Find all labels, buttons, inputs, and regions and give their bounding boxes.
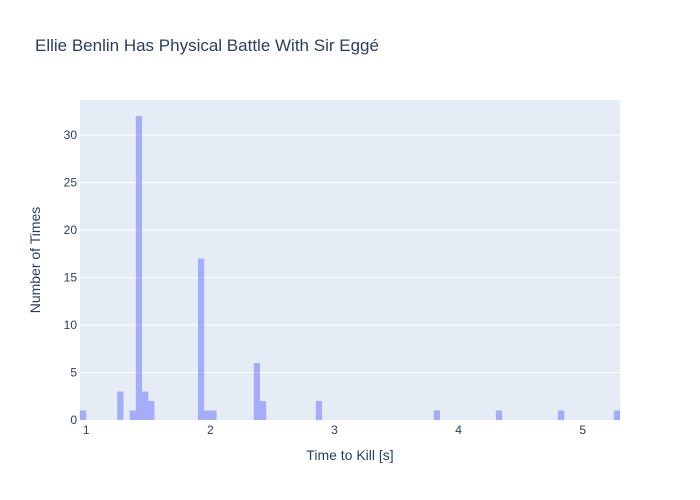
gridlines [80,134,620,374]
x-tick-label: 2 [207,423,214,437]
x-tick-label: 1 [83,423,90,437]
x-tick-label: 5 [579,423,586,437]
y-tick-label: 5 [70,366,77,380]
histogram-bar [253,363,260,420]
x-axis-title: Time to Kill [s] [306,447,393,463]
y-tick-label: 25 [64,176,78,190]
histogram-bar [260,401,267,420]
y-tick-label: 10 [64,318,78,332]
y-tick-label: 15 [64,271,78,285]
histogram-bar [80,410,87,420]
x-tick-label: 3 [331,423,338,437]
plot-area [80,100,620,420]
y-axis-ticks: 0 5 10 15 20 25 30 [64,128,78,427]
histogram-bar [142,391,149,420]
histogram-bar [210,410,217,420]
histogram-bar [129,410,136,420]
x-axis-ticks: 1 2 3 4 5 [83,423,587,437]
histogram-bar [495,410,503,420]
histogram-bar [204,410,211,420]
histogram-bar [315,401,323,420]
histogram-bar [148,401,155,420]
histogram-bar [197,258,205,420]
histogram-bar [135,116,143,421]
histogram-bar [117,391,124,420]
y-axis-title: Number of Times [27,207,43,314]
y-tick-label: 30 [64,128,78,142]
bars [80,116,620,421]
histogram-bar [433,410,440,420]
y-tick-label: 0 [70,413,77,427]
histogram-bar [557,410,565,420]
y-tick-label: 20 [64,223,78,237]
histogram-bar [613,410,620,420]
chart-title: Ellie Benlin Has Physical Battle With Si… [35,36,379,55]
x-tick-label: 4 [455,423,462,437]
